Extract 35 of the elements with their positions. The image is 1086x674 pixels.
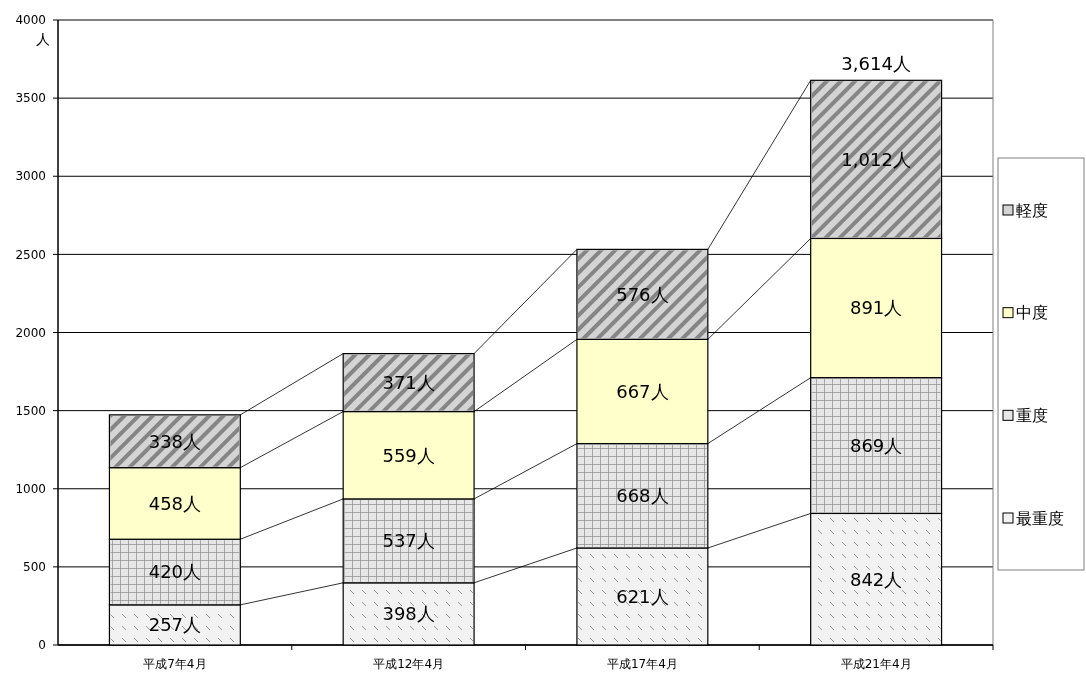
x-tick-label: 平成21年4月 [840, 657, 912, 671]
y-tick-label: 500 [23, 560, 46, 575]
y-tick-label: 2000 [15, 325, 46, 340]
y-tick-label: 3500 [15, 91, 46, 106]
data-label: 576人 [616, 283, 669, 305]
data-label: 891人 [849, 297, 903, 319]
data-label: 338人 [148, 430, 202, 452]
y-tick-label: 4000 [15, 13, 46, 28]
y-tick-label: 2500 [15, 247, 46, 262]
x-tick-label: 平成17年4月 [606, 657, 678, 671]
data-label: 869人 [849, 434, 903, 456]
legend-label: 最重度 [1016, 508, 1064, 528]
data-label: 842人 [849, 568, 903, 590]
x-tick-label: 平成12年4月 [373, 657, 445, 671]
y-tick-label: 3000 [15, 169, 46, 184]
legend-label: 重度 [1016, 405, 1048, 425]
y-axis-title: 人 [36, 31, 50, 47]
data-label: 420人 [148, 561, 202, 583]
data-label: 398人 [382, 603, 435, 625]
y-tick-label: 0 [38, 638, 46, 653]
legend-label: 中度 [1016, 303, 1048, 323]
y-tick-label: 1500 [15, 403, 46, 418]
data-label: 537人 [382, 530, 435, 552]
data-label: 1,012人 [841, 148, 911, 170]
data-label: 371人 [382, 371, 435, 393]
x-tick-label: 平成7年4月 [143, 657, 207, 671]
total-label: 3,614人 [841, 53, 911, 75]
data-label: 458人 [148, 492, 202, 514]
data-label: 621人 [616, 585, 669, 607]
data-label: 667人 [616, 380, 669, 402]
data-label: 559人 [382, 444, 435, 466]
legend-label: 軽度 [1016, 200, 1048, 220]
data-label: 257人 [148, 614, 202, 636]
y-tick-label: 1000 [15, 481, 46, 496]
data-label: 668人 [616, 485, 669, 507]
